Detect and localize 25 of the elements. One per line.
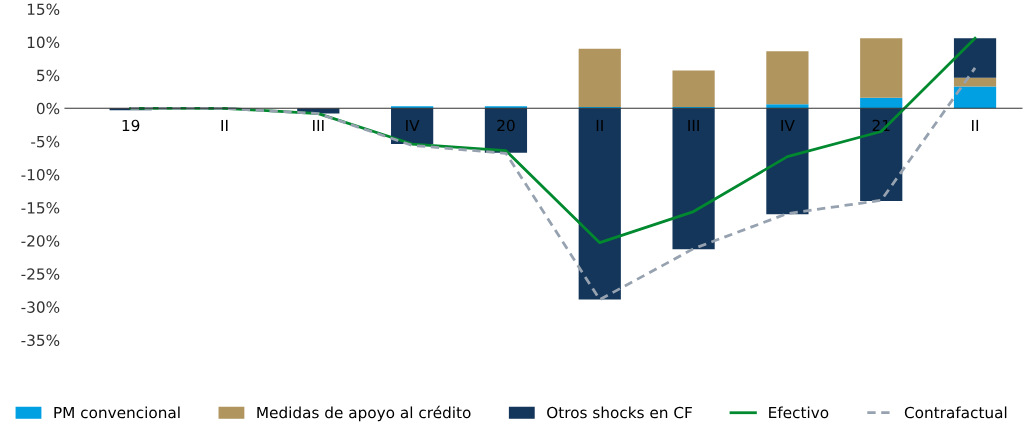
x-tick-label: 19 bbox=[122, 119, 140, 132]
x-tick-label: III bbox=[688, 119, 699, 132]
x-tick-label: III bbox=[313, 119, 324, 132]
x-tick-label: IV bbox=[406, 119, 420, 132]
y-tick-label: 10% bbox=[27, 36, 60, 49]
y-tick-label: -25% bbox=[21, 268, 60, 280]
legend-label: PM convencional bbox=[54, 406, 180, 419]
x-tick-label: II bbox=[972, 119, 979, 132]
y-tick-label: -30% bbox=[21, 301, 60, 313]
x-tick-label: II bbox=[596, 119, 603, 132]
y-tick-label: 15% bbox=[27, 3, 60, 16]
y-tick-label: -15% bbox=[21, 202, 60, 214]
y-tick-label: -5% bbox=[31, 135, 60, 148]
x-tick-label: 20 bbox=[497, 119, 515, 132]
y-tick-label: -20% bbox=[21, 235, 60, 247]
legend-label: Medidas de apoyo al crédito bbox=[257, 405, 471, 422]
legend-label: Otros shocks en CF bbox=[547, 406, 692, 419]
y-tick-label: -35% bbox=[21, 334, 60, 347]
y-tick-label: -10% bbox=[21, 168, 60, 181]
y-tick-label: 5% bbox=[37, 69, 60, 82]
x-tick-label: IV bbox=[781, 119, 795, 132]
legend-label: Efectivo bbox=[769, 406, 829, 419]
legend-label: Contrafactual bbox=[904, 406, 1007, 419]
x-tick-label: II bbox=[221, 119, 228, 132]
y-tick-label: 0% bbox=[36, 102, 60, 115]
